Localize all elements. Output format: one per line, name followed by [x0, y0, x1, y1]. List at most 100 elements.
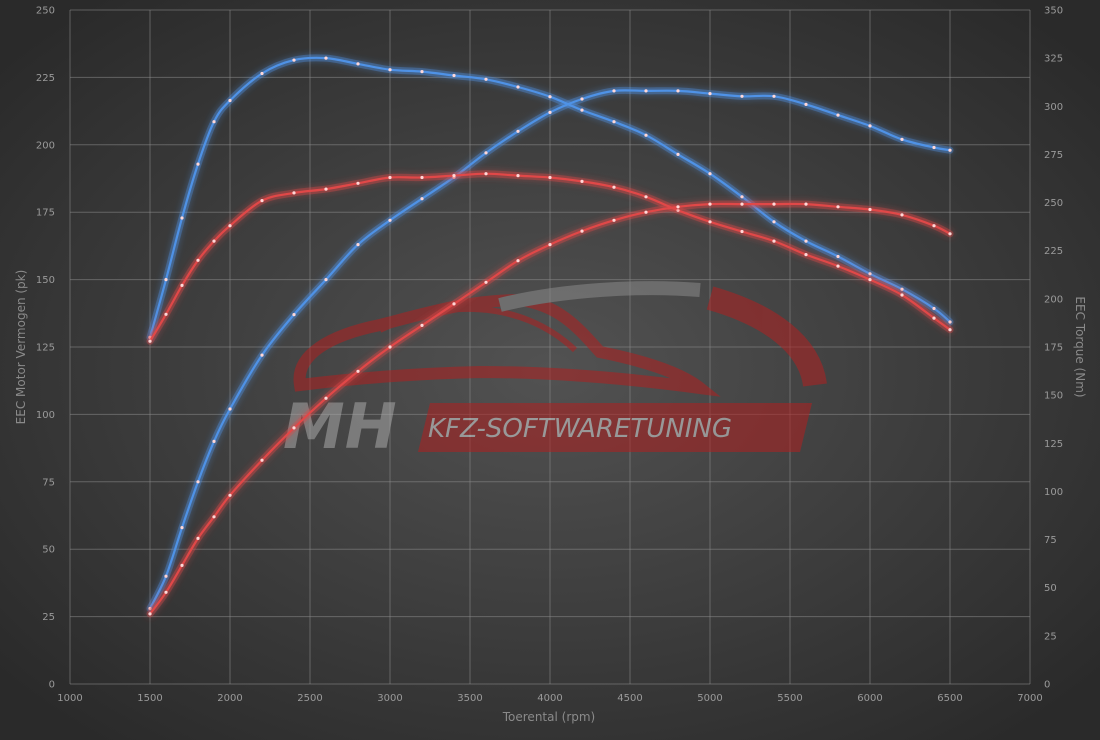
x-tick-label: 3500	[457, 693, 482, 704]
data-point	[452, 73, 456, 78]
data-point	[900, 293, 904, 297]
data-point	[324, 396, 328, 400]
data-point	[868, 124, 872, 128]
speed-arc-red	[706, 286, 827, 388]
data-point	[420, 323, 424, 327]
data-point	[708, 92, 712, 96]
y2-tick-label: 325	[1044, 54, 1063, 65]
data-point	[164, 278, 168, 282]
data-point	[516, 174, 520, 178]
data-point	[548, 110, 552, 114]
watermark-brand: MH	[283, 390, 397, 463]
data-point	[948, 148, 952, 152]
data-point	[836, 264, 840, 268]
data-point	[676, 205, 680, 209]
y2-tick-label: 225	[1044, 246, 1063, 257]
y2-axis-title: EEC Torque (Nm)	[1073, 296, 1087, 397]
y2-tick-label: 100	[1044, 487, 1063, 498]
data-point	[212, 120, 216, 124]
x-tick-label: 4000	[537, 693, 562, 704]
data-point	[612, 218, 616, 222]
data-point	[772, 239, 776, 243]
data-point	[900, 137, 904, 141]
data-point	[772, 94, 776, 98]
data-point	[548, 95, 552, 99]
y2-tick-label: 50	[1044, 583, 1057, 594]
data-point	[516, 259, 520, 263]
data-point	[932, 224, 936, 228]
data-point	[772, 220, 776, 224]
data-point	[932, 145, 936, 150]
y-tick-label: 0	[49, 680, 55, 691]
y-tick-label: 200	[36, 140, 55, 151]
data-point	[484, 77, 488, 81]
data-point	[740, 202, 744, 206]
data-point	[580, 179, 584, 183]
y2-tick-label: 175	[1044, 343, 1063, 354]
data-point	[868, 272, 872, 276]
series-layer	[146, 54, 954, 618]
data-point	[868, 207, 872, 212]
data-point	[164, 574, 168, 578]
data-point	[580, 97, 584, 101]
x-axis-title: Toerental (rpm)	[502, 710, 595, 724]
data-point	[324, 56, 328, 60]
data-point	[644, 133, 648, 137]
y-tick-label: 150	[36, 275, 55, 286]
x-tick-label: 6500	[937, 693, 962, 704]
data-point	[180, 283, 184, 287]
data-point	[484, 280, 488, 284]
data-point	[148, 612, 152, 616]
data-point	[260, 199, 264, 203]
y2-tick-label: 75	[1044, 535, 1057, 546]
data-point	[548, 243, 552, 247]
data-point	[644, 89, 648, 93]
data-point	[708, 220, 712, 224]
y-tick-label: 25	[42, 612, 55, 623]
data-point	[180, 563, 184, 568]
car-roofline	[378, 305, 578, 353]
data-point	[292, 191, 296, 195]
y-tick-label: 250	[36, 6, 55, 17]
data-point	[676, 89, 680, 93]
y2-tick-label: 350	[1044, 6, 1063, 17]
x-tick-label: 2500	[297, 693, 322, 704]
data-point	[612, 185, 616, 189]
data-point	[836, 113, 840, 117]
data-point	[420, 197, 424, 201]
data-point	[164, 590, 168, 594]
data-point	[260, 353, 264, 357]
data-point	[644, 210, 648, 214]
data-point	[212, 515, 216, 519]
data-point	[356, 181, 360, 185]
y-tick-label: 225	[36, 73, 55, 84]
data-point	[836, 254, 840, 259]
tagline-band	[418, 403, 812, 452]
axis-ticks: 1000 1500 2000 2500 3000 3500 4000 4500 5000 5500…	[36, 6, 1063, 705]
data-point	[484, 151, 488, 155]
data-point	[388, 218, 392, 222]
data-point	[740, 94, 744, 98]
data-point	[900, 213, 904, 217]
data-point	[196, 162, 200, 166]
y-axis-title: EEC Motor Vermogen (pk)	[14, 270, 28, 425]
data-point	[932, 306, 936, 311]
data-point	[740, 195, 744, 199]
data-point	[228, 493, 232, 497]
data-point	[228, 224, 232, 228]
y-tick-label: 50	[42, 545, 55, 556]
x-tick-label: 1500	[137, 693, 162, 704]
data-point	[676, 152, 680, 156]
y2-tick-label: 150	[1044, 391, 1063, 402]
data-point	[452, 302, 456, 306]
speed-arc	[498, 281, 701, 312]
data-point	[196, 536, 200, 541]
x-tick-label: 1000	[57, 693, 82, 704]
data-point	[804, 253, 808, 257]
data-point	[836, 205, 840, 209]
data-point	[356, 62, 360, 66]
data-point	[548, 175, 552, 180]
data-point	[612, 89, 616, 93]
data-point	[292, 313, 296, 317]
